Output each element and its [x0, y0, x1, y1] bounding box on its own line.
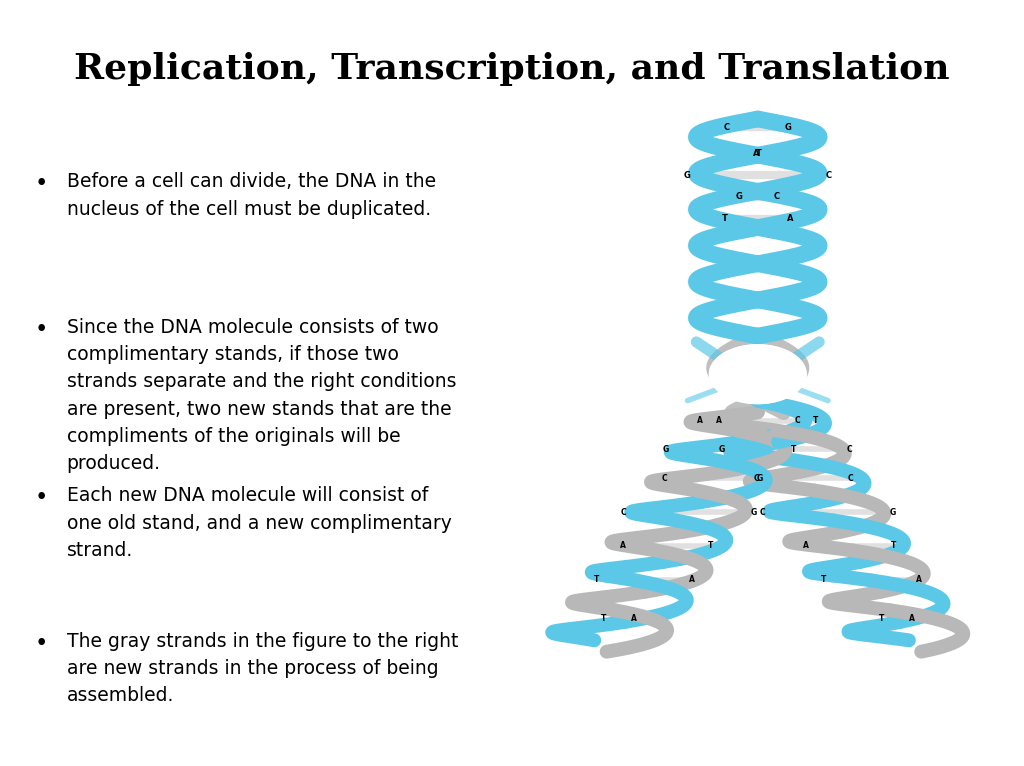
- Text: T: T: [722, 214, 728, 223]
- Text: T: T: [791, 445, 796, 454]
- Text: Replication, Transcription, and Translation: Replication, Transcription, and Translat…: [74, 52, 950, 86]
- Text: Before a cell can divide, the DNA in the
nucleus of the cell must be duplicated.: Before a cell can divide, the DNA in the…: [67, 172, 435, 218]
- Text: C: C: [759, 508, 765, 516]
- Text: The gray strands in the figure to the right
are new strands in the process of be: The gray strands in the figure to the ri…: [67, 632, 458, 705]
- Text: C: C: [848, 474, 854, 483]
- Text: G: G: [736, 192, 742, 201]
- Text: C: C: [724, 123, 730, 132]
- Text: A: A: [909, 614, 914, 623]
- Text: T: T: [594, 575, 599, 584]
- Text: A: A: [916, 575, 922, 584]
- Text: T: T: [891, 542, 896, 550]
- Text: T: T: [601, 614, 606, 623]
- Text: C: C: [621, 508, 626, 516]
- Text: A: A: [803, 542, 809, 550]
- Text: T: T: [821, 575, 826, 584]
- Text: Each new DNA molecule will consist of
one old stand, and a new complimentary
str: Each new DNA molecule will consist of on…: [67, 486, 452, 560]
- Text: A: A: [753, 149, 760, 158]
- Text: A: A: [631, 614, 637, 623]
- Text: G: G: [757, 474, 763, 483]
- Text: C: C: [662, 474, 668, 483]
- Text: •: •: [34, 172, 48, 195]
- Text: G: G: [663, 445, 669, 454]
- Text: •: •: [34, 318, 48, 341]
- Text: C: C: [754, 474, 759, 483]
- Text: A: A: [689, 575, 694, 584]
- Text: Since the DNA molecule consists of two
complimentary stands, if those two
strand: Since the DNA molecule consists of two c…: [67, 318, 456, 473]
- Text: A: A: [620, 542, 626, 550]
- Text: G: G: [890, 508, 896, 516]
- Text: T: T: [880, 614, 885, 623]
- Polygon shape: [715, 346, 801, 396]
- Polygon shape: [710, 345, 806, 404]
- Text: T: T: [756, 149, 762, 158]
- Text: G: G: [751, 508, 757, 516]
- Text: T: T: [813, 416, 818, 425]
- Text: A: A: [697, 416, 702, 425]
- Text: C: C: [847, 445, 853, 454]
- Text: A: A: [716, 416, 721, 425]
- Text: C: C: [773, 192, 779, 201]
- Polygon shape: [710, 345, 806, 404]
- Text: C: C: [825, 171, 831, 180]
- Text: A: A: [786, 214, 794, 223]
- Text: G: G: [719, 445, 725, 454]
- Text: G: G: [683, 171, 690, 180]
- Text: G: G: [785, 123, 792, 132]
- Text: •: •: [34, 632, 48, 655]
- Text: C: C: [795, 416, 800, 425]
- Text: •: •: [34, 486, 48, 509]
- Text: T: T: [708, 542, 713, 550]
